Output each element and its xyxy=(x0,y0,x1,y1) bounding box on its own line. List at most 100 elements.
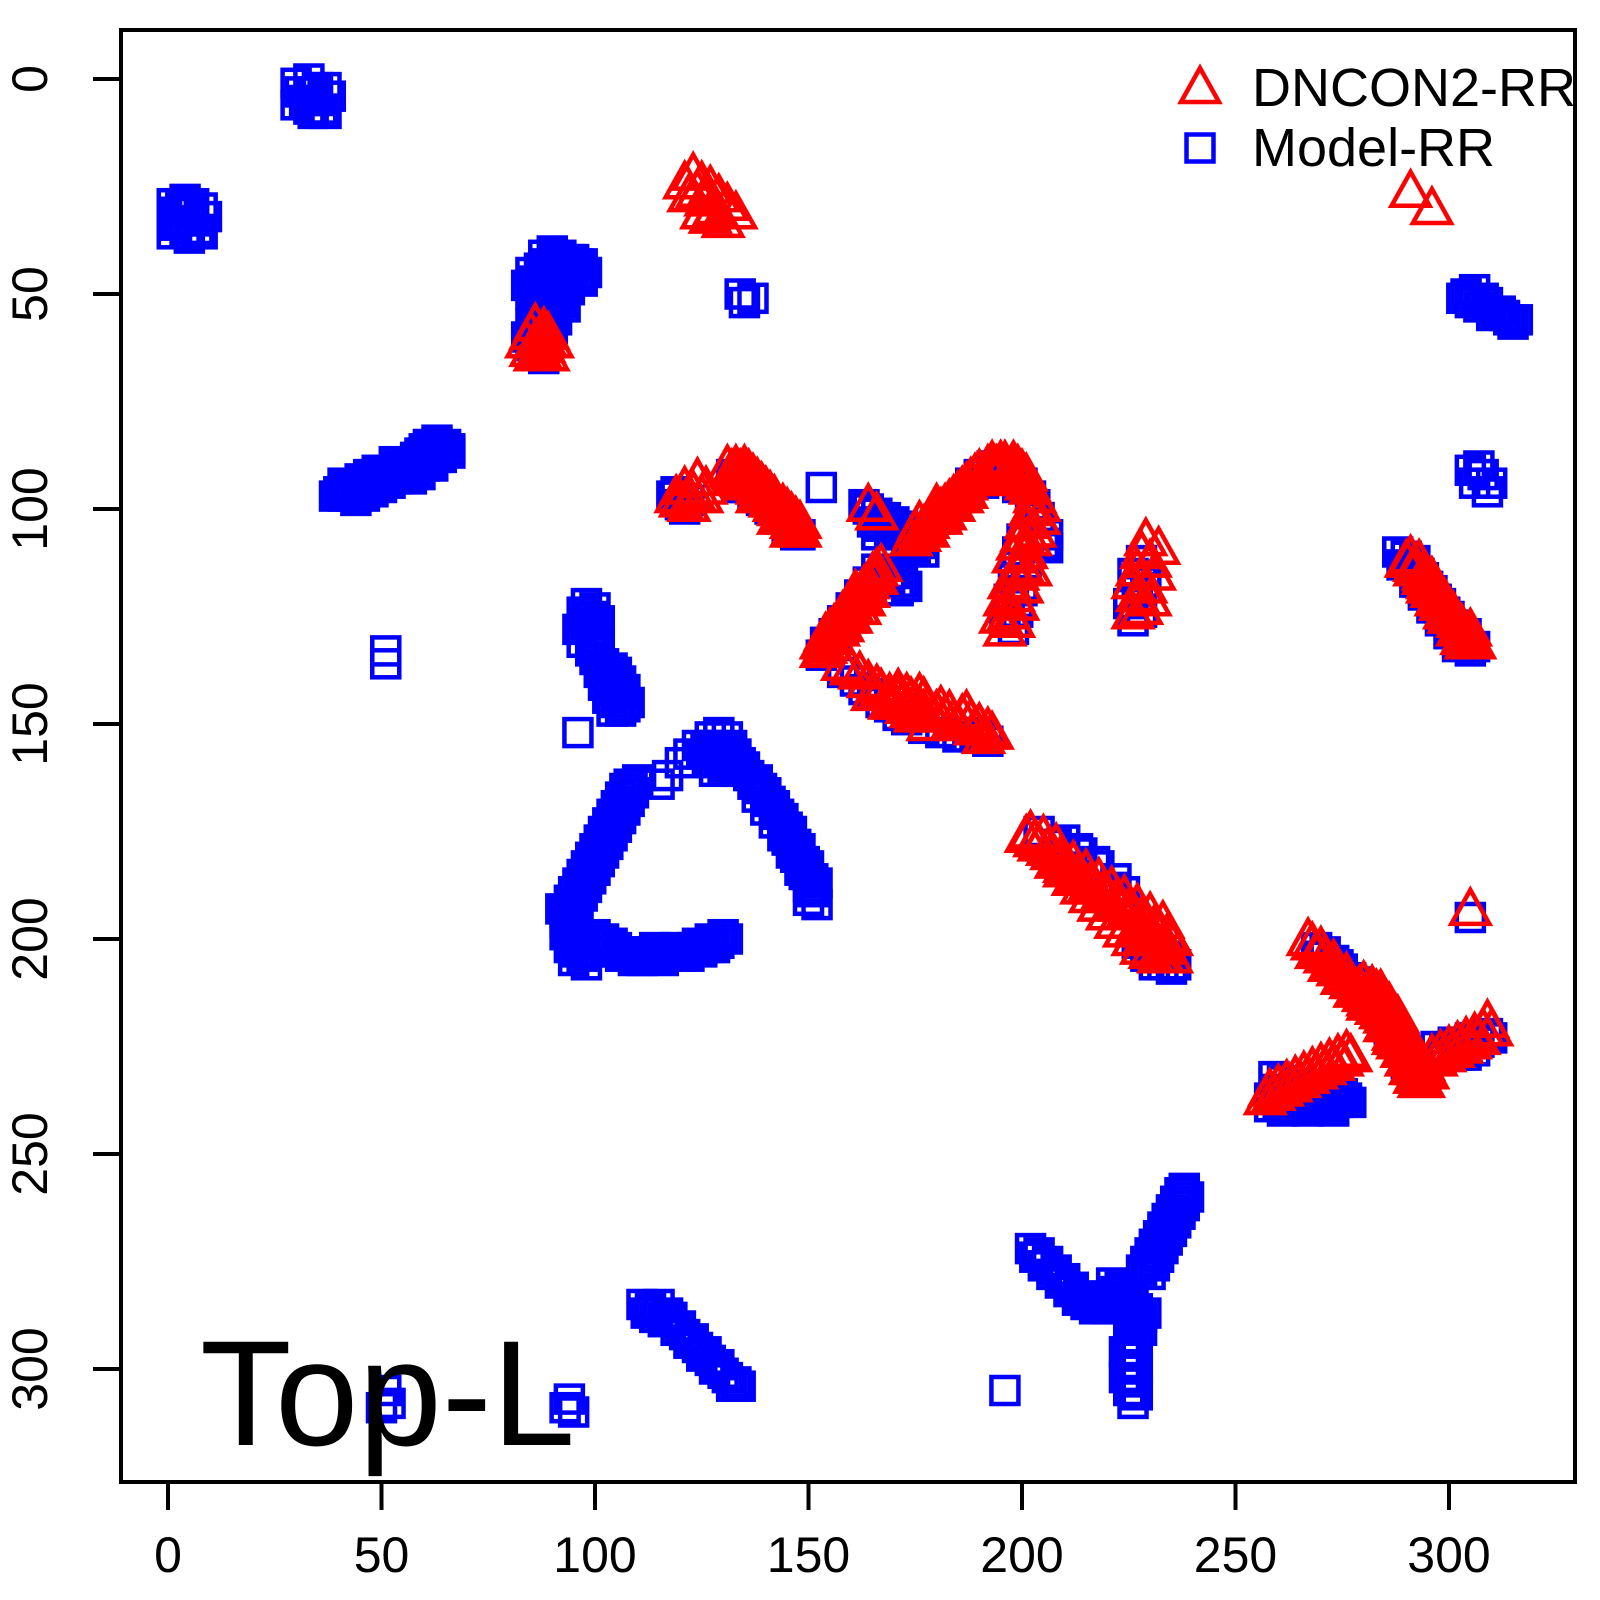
dncon2-rr-point xyxy=(678,188,725,230)
dncon2-rr-point xyxy=(1110,588,1156,630)
model-rr-point xyxy=(801,867,833,899)
model-rr-point xyxy=(1100,1288,1132,1321)
model-rr-point xyxy=(1117,1387,1149,1420)
model-rr-point xyxy=(707,918,739,951)
model-rr-point xyxy=(600,656,633,689)
y-tick-label: 100 xyxy=(2,467,58,550)
model-rr-point xyxy=(1497,308,1529,340)
model-rr-point xyxy=(604,665,637,697)
legend-square-icon xyxy=(1184,132,1216,164)
series-model-rr xyxy=(156,63,1534,1428)
model-rr-point xyxy=(630,1297,662,1329)
model-rr-point xyxy=(536,252,569,284)
dncon2-rr-point xyxy=(1464,997,1511,1038)
dncon2-rr-point xyxy=(1114,902,1161,944)
dncon2-rr-point xyxy=(969,708,1015,750)
dncon2-rr-point xyxy=(670,149,717,191)
dncon2-rr-point xyxy=(900,674,947,716)
model-rr-point xyxy=(728,286,761,319)
dncon2-rr-point xyxy=(674,167,721,209)
dncon2-rr-point xyxy=(952,704,998,746)
dncon2-rr-point xyxy=(704,180,751,221)
model-rr-point xyxy=(173,222,206,254)
model-rr-point xyxy=(664,746,697,779)
dncon2-rr-point xyxy=(990,597,1037,639)
dncon2-rr-point xyxy=(1430,592,1477,634)
dncon2-rr-point xyxy=(1122,911,1169,952)
dncon2-rr-point xyxy=(768,489,815,531)
dncon2-rr-point xyxy=(866,678,913,720)
dncon2-rr-point xyxy=(969,438,1015,479)
dncon2-rr-point xyxy=(913,481,960,522)
dncon2-rr-point xyxy=(1050,855,1097,897)
model-rr-point xyxy=(566,248,598,280)
plot-border xyxy=(119,28,1577,1484)
model-rr-point xyxy=(711,923,744,955)
dncon2-rr-point xyxy=(1310,1040,1357,1081)
model-rr-point xyxy=(344,463,376,495)
legend-label-dncon2-rr: DNCON2-RR xyxy=(1252,58,1576,118)
dncon2-rr-point xyxy=(1451,618,1498,660)
model-rr-point xyxy=(805,471,838,504)
dncon2-rr-point xyxy=(828,592,875,634)
x-tick-label: 200 xyxy=(980,1527,1063,1583)
y-axis-ticks: 0 50 100 150 200 250 300 xyxy=(2,65,121,1411)
x-tick-label: 100 xyxy=(553,1527,636,1583)
model-rr-point xyxy=(1095,1280,1128,1312)
model-rr-point xyxy=(724,1370,756,1402)
model-rr-point xyxy=(1317,1095,1350,1127)
model-rr-point xyxy=(545,893,577,925)
model-rr-point xyxy=(1463,450,1495,482)
dncon2-rr-point xyxy=(1114,571,1161,613)
model-rr-point xyxy=(617,944,650,977)
dncon2-rr-point xyxy=(994,579,1041,621)
y-tick-label: 0 xyxy=(2,65,58,93)
dncon2-rr-point xyxy=(1242,1074,1289,1116)
dncon2-rr-point xyxy=(836,648,883,690)
model-rr-point xyxy=(703,927,735,960)
legend-triangle-icon xyxy=(1177,63,1223,105)
dncon2-rr-point xyxy=(828,644,875,686)
annotation-top-l: Top-L xyxy=(200,1309,575,1477)
dncon2-rr-point xyxy=(1122,562,1169,604)
model-rr-point xyxy=(310,97,342,130)
dncon2-rr-point xyxy=(700,197,746,239)
dncon2-rr-point xyxy=(1041,846,1088,888)
dncon2-rr-point xyxy=(1140,932,1186,974)
y-tick-label: 200 xyxy=(2,897,58,980)
model-rr-point xyxy=(720,1366,752,1398)
dncon2-rr-point xyxy=(1327,1031,1374,1073)
model-rr-point xyxy=(737,282,769,315)
y-tick-label: 250 xyxy=(2,1112,58,1195)
dncon2-rr-point xyxy=(1438,614,1485,656)
model-rr-point xyxy=(681,729,714,762)
model-rr-point xyxy=(570,256,603,289)
dncon2-rr-point xyxy=(666,481,712,522)
dncon2-rr-point xyxy=(1319,1035,1366,1077)
dncon2-rr-point xyxy=(1345,975,1391,1017)
x-axis-ticks: 0 50 100 150 200 250 300 xyxy=(154,1482,1491,1583)
model-rr-point xyxy=(1501,304,1534,336)
x-tick-label: 250 xyxy=(1194,1527,1277,1583)
dncon2-rr-point xyxy=(819,640,866,682)
model-rr-point xyxy=(528,261,560,293)
dncon2-rr-point xyxy=(999,562,1045,604)
model-rr-point xyxy=(425,441,458,474)
dncon2-rr-point xyxy=(678,472,725,514)
dncon2-rr-point xyxy=(1409,184,1455,226)
dncon2-rr-point xyxy=(960,713,1007,755)
legend-label-model-rr: Model-RR xyxy=(1252,118,1495,178)
dncon2-rr-point xyxy=(529,317,576,359)
dncon2-rr-point xyxy=(982,605,1028,647)
dncon2-rr-point xyxy=(853,489,900,531)
dncon2-rr-point xyxy=(1421,588,1468,630)
dncon2-rr-point xyxy=(1383,1022,1430,1064)
legend: DNCON2-RR Model-RR xyxy=(1177,58,1576,178)
model-rr-point xyxy=(583,927,616,960)
dncon2-rr-point xyxy=(1353,966,1400,1008)
series-dncon2-rr xyxy=(503,149,1515,1116)
model-rr-point xyxy=(416,450,449,482)
model-rr-point xyxy=(365,1391,398,1424)
dncon2-rr-point xyxy=(1127,575,1173,617)
